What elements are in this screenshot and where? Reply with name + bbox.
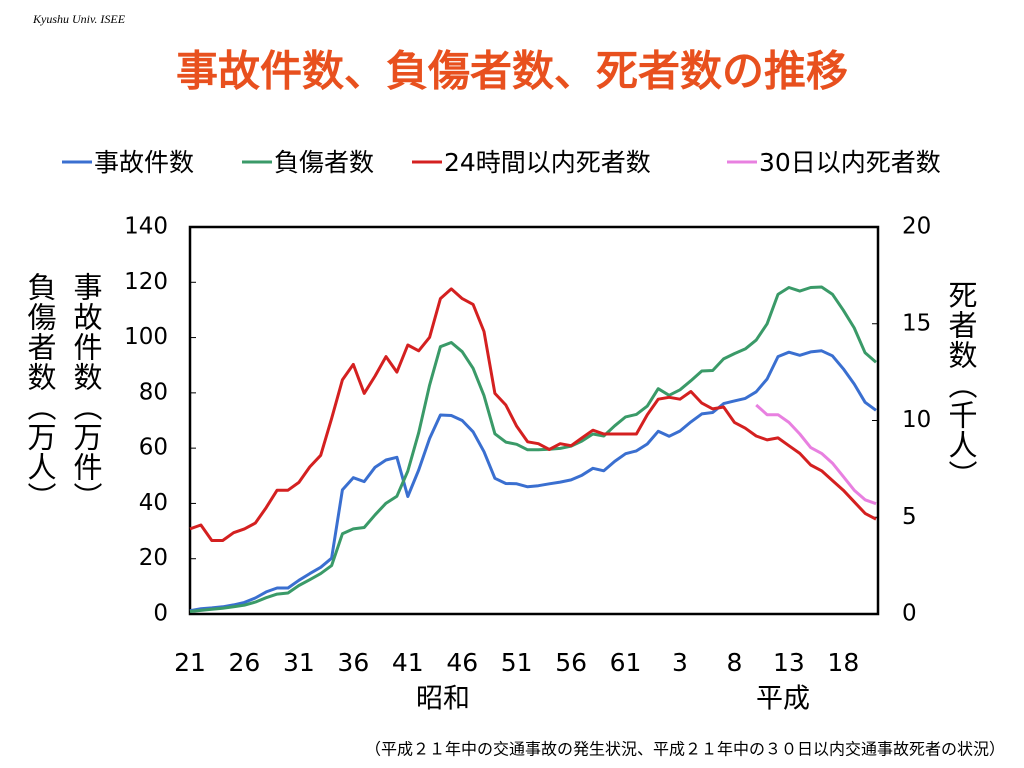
legend-label: 24時間以内死者数 [444,148,651,177]
header: Kyushu Univ. ISEE [32,12,126,26]
y-tick-label: 120 [124,269,168,295]
series-line [189,287,877,542]
x-tick-label: 31 [283,648,315,677]
y2-tick-label: 10 [902,407,931,433]
x-tick-label: 56 [555,648,587,677]
x-group-label: 平成 [756,684,810,715]
x-tick-label: 18 [827,648,859,677]
y2-tick-label: 5 [902,504,917,530]
y-axis-label: 負傷者数（万人） [23,272,57,512]
y-tick-label: 0 [153,601,168,627]
legend-label: 30日以内死者数 [759,148,941,177]
y-tick-label: 20 [139,545,168,571]
x-tick-label: 13 [773,648,805,677]
y2-tick-label: 20 [902,214,931,240]
x-tick-label: 61 [610,648,642,677]
y-tick-label: 60 [139,435,168,461]
chart-title: 事故件数、負傷者数、死者数の推移 [176,47,848,96]
series-line [189,285,877,613]
x-tick-label: 41 [392,648,424,677]
y-tick-label: 80 [139,379,168,405]
series-line [189,349,877,613]
y-tick-label: 140 [124,214,168,240]
series-line [755,403,877,506]
x-tick-label: 21 [174,648,206,677]
y2-tick-label: 15 [902,310,931,336]
y-tick-label: 100 [124,324,168,350]
source-note: （平成２１年中の交通事故の発生状況、平成２１年中の３０日以内交通事故死者の状況） [365,740,1005,759]
y2-tick-label: 0 [902,601,917,627]
legend-label: 事故件数 [94,148,194,177]
y2-axis-label: 死者数（千人） [944,280,978,490]
x-tick-label: 3 [672,648,688,677]
y-axis-label: 事故件数（万件） [69,272,103,512]
y-tick-label: 40 [139,490,168,516]
legend-label: 負傷者数 [274,148,374,177]
plot-frame [188,225,880,616]
x-tick-label: 46 [446,648,478,677]
x-tick-label: 51 [501,648,533,677]
x-tick-label: 26 [229,648,261,677]
x-tick-label: 8 [726,648,742,677]
x-group-label: 昭和 [416,684,470,715]
x-tick-label: 36 [337,648,369,677]
